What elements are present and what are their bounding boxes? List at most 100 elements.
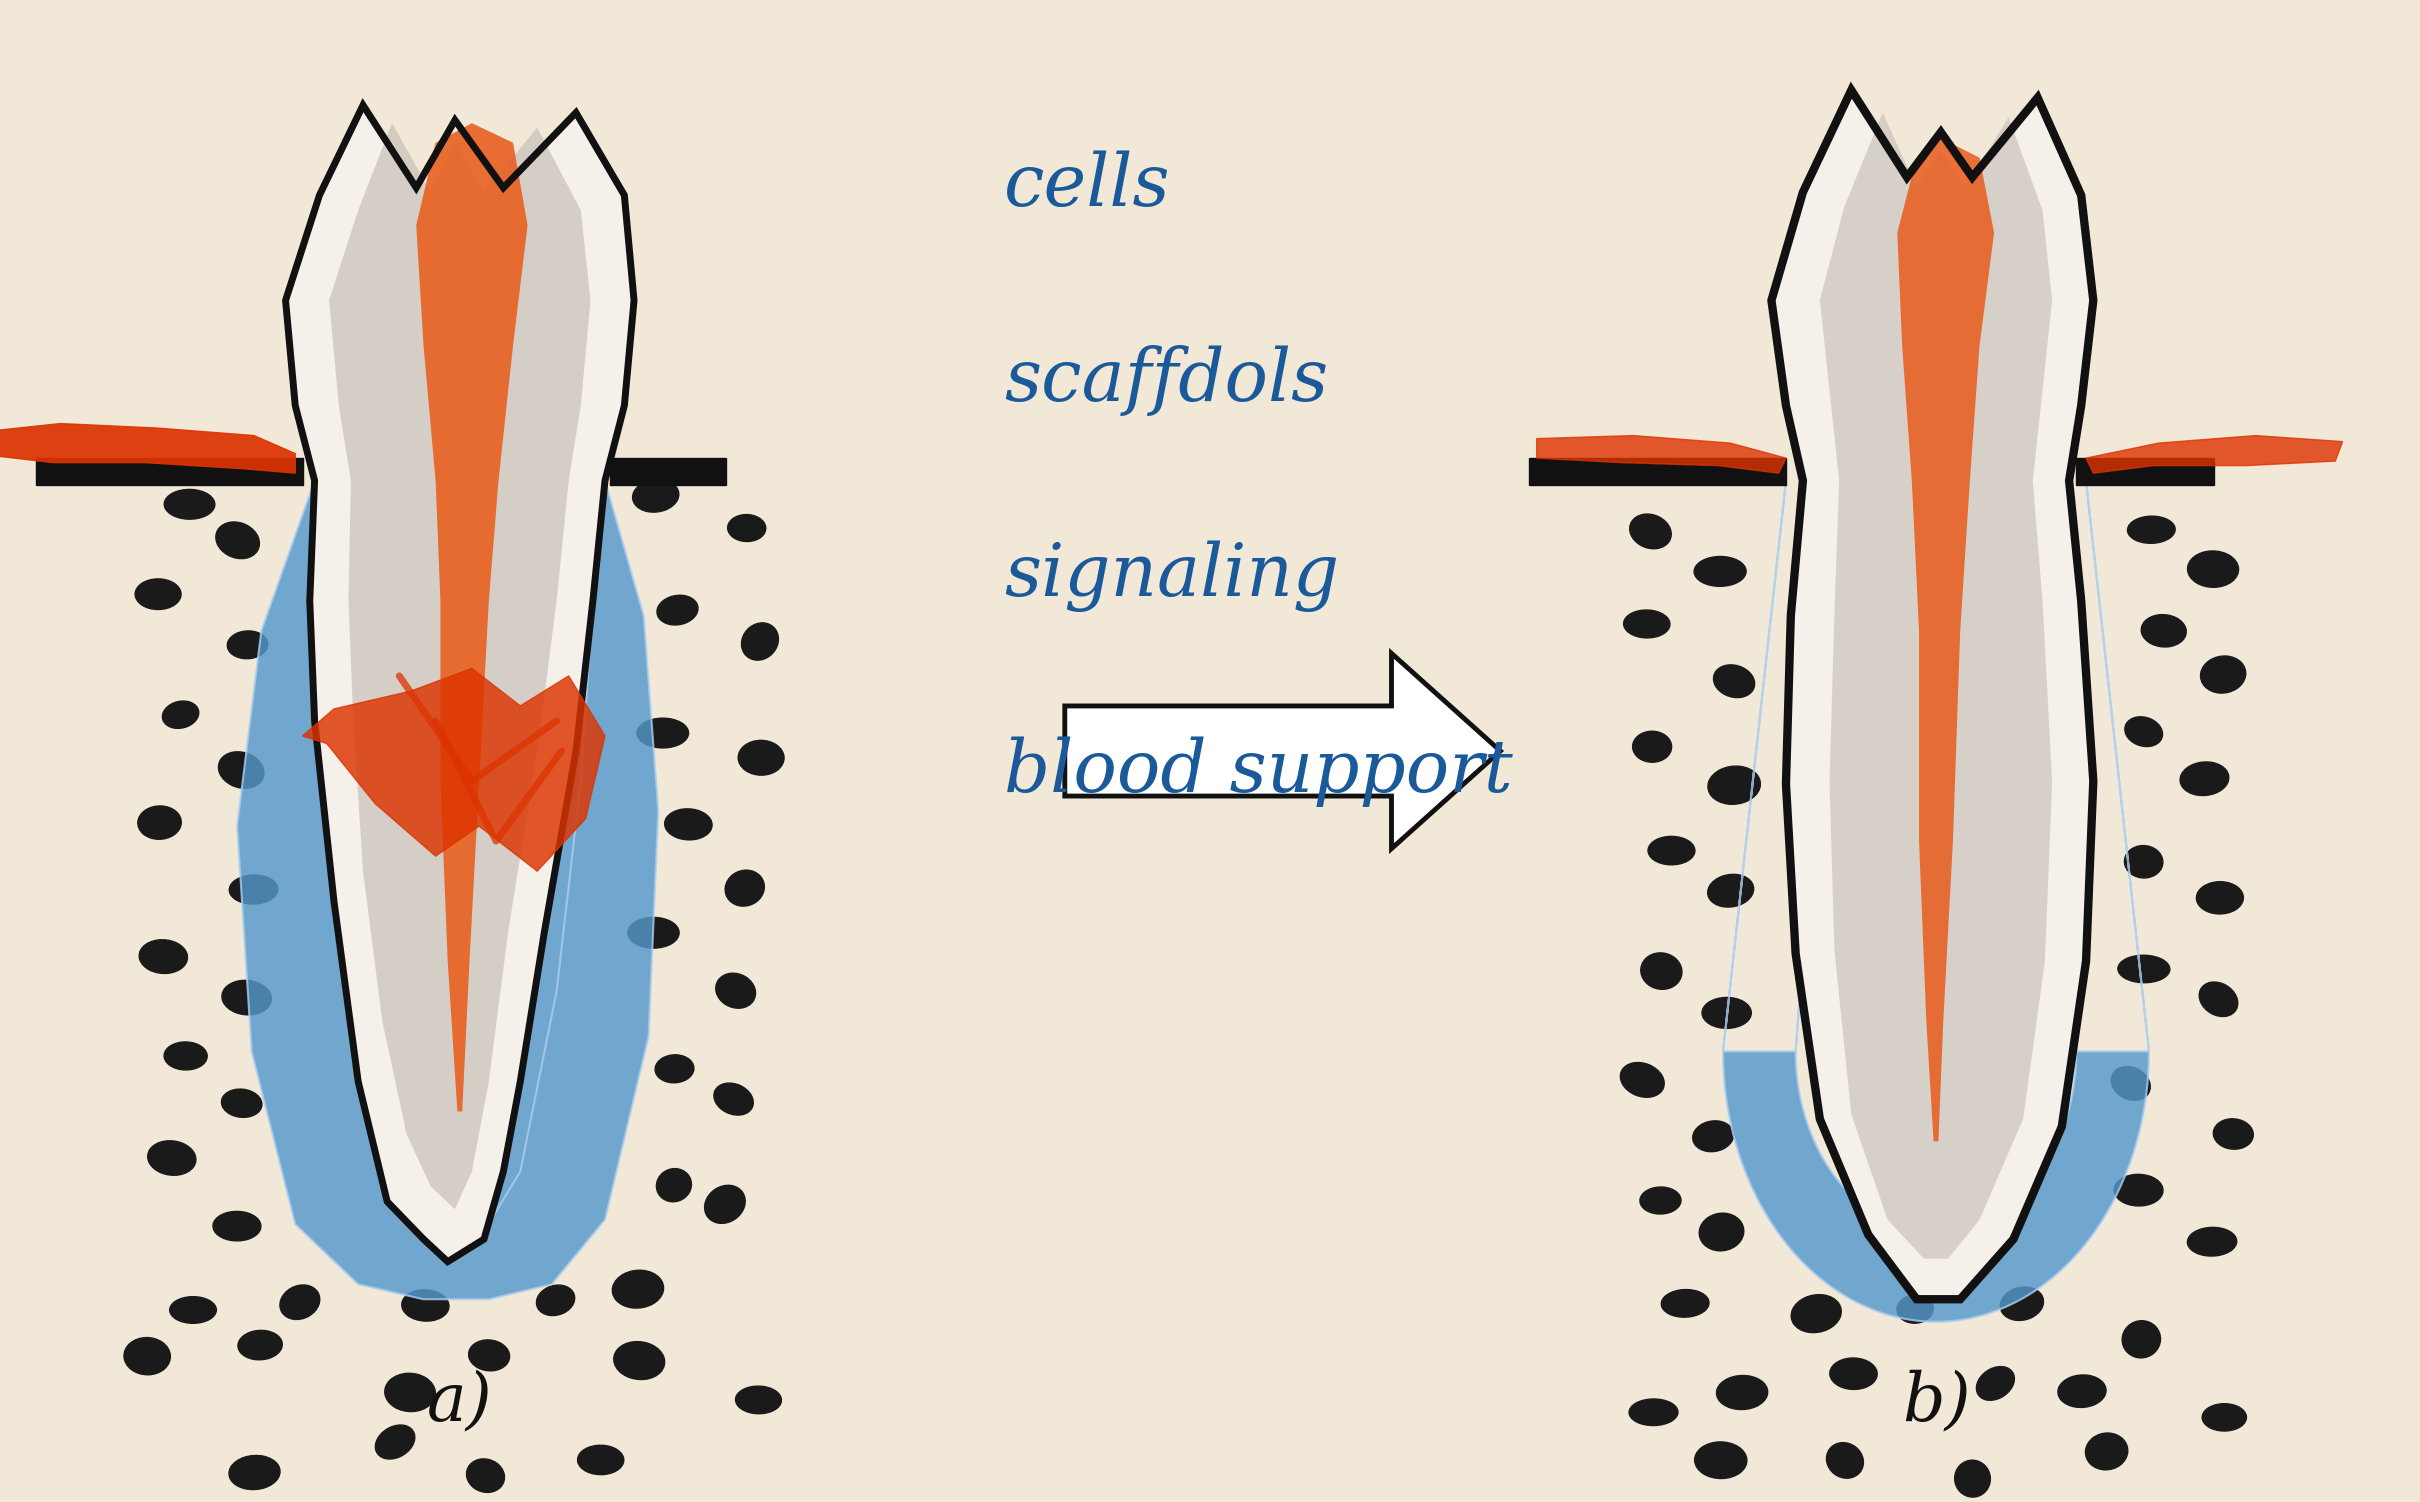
Ellipse shape <box>726 870 765 906</box>
Polygon shape <box>610 458 726 485</box>
Ellipse shape <box>215 523 259 559</box>
Polygon shape <box>1723 481 2149 1322</box>
Ellipse shape <box>738 740 784 775</box>
Ellipse shape <box>2110 1066 2151 1101</box>
Ellipse shape <box>2142 614 2185 647</box>
Polygon shape <box>2076 458 2214 485</box>
Ellipse shape <box>1713 665 1754 697</box>
Ellipse shape <box>612 1271 663 1308</box>
Ellipse shape <box>213 1212 261 1241</box>
Ellipse shape <box>1827 1442 1863 1478</box>
Ellipse shape <box>2200 982 2239 1017</box>
Ellipse shape <box>402 1290 450 1322</box>
Ellipse shape <box>169 1296 215 1323</box>
Ellipse shape <box>230 1455 281 1490</box>
Ellipse shape <box>636 718 690 748</box>
Ellipse shape <box>656 595 697 625</box>
Ellipse shape <box>2214 1119 2253 1149</box>
Ellipse shape <box>1955 1460 1989 1497</box>
Ellipse shape <box>627 918 680 948</box>
Ellipse shape <box>469 1340 511 1371</box>
Ellipse shape <box>162 701 198 728</box>
Ellipse shape <box>1897 1295 1934 1323</box>
Ellipse shape <box>2118 955 2171 982</box>
Polygon shape <box>1897 138 1994 1142</box>
Ellipse shape <box>1701 997 1752 1029</box>
Ellipse shape <box>165 490 215 520</box>
Ellipse shape <box>1648 837 1694 865</box>
Ellipse shape <box>741 623 779 661</box>
Ellipse shape <box>2001 1287 2042 1320</box>
Ellipse shape <box>1692 1120 1733 1152</box>
Polygon shape <box>286 105 634 1262</box>
Ellipse shape <box>237 1331 283 1359</box>
Ellipse shape <box>1641 952 1682 990</box>
Polygon shape <box>237 481 658 1299</box>
Ellipse shape <box>227 631 269 659</box>
Ellipse shape <box>2188 1227 2236 1256</box>
Ellipse shape <box>230 876 278 904</box>
Ellipse shape <box>281 1286 319 1319</box>
Ellipse shape <box>165 1042 208 1069</box>
Polygon shape <box>1537 436 1786 473</box>
Text: b): b) <box>1902 1370 1970 1434</box>
Text: a): a) <box>426 1370 494 1434</box>
Ellipse shape <box>385 1373 436 1412</box>
Ellipse shape <box>704 1185 745 1223</box>
Ellipse shape <box>1709 766 1759 804</box>
Text: signaling: signaling <box>1004 541 1338 613</box>
Ellipse shape <box>2200 656 2246 692</box>
Ellipse shape <box>1624 610 1670 638</box>
Ellipse shape <box>2127 517 2176 544</box>
Ellipse shape <box>537 1286 574 1316</box>
Ellipse shape <box>1694 556 1747 586</box>
Ellipse shape <box>1977 1367 2013 1400</box>
Ellipse shape <box>123 1338 169 1374</box>
Ellipse shape <box>666 810 711 840</box>
Ellipse shape <box>2197 882 2243 913</box>
Ellipse shape <box>218 753 264 789</box>
Ellipse shape <box>467 1458 503 1493</box>
Ellipse shape <box>1709 874 1754 907</box>
Ellipse shape <box>223 1089 261 1117</box>
Ellipse shape <box>632 479 680 512</box>
Polygon shape <box>1529 458 1786 485</box>
Polygon shape <box>0 424 295 473</box>
Ellipse shape <box>138 807 182 840</box>
Polygon shape <box>1065 653 1500 849</box>
Ellipse shape <box>140 940 186 973</box>
Ellipse shape <box>2125 716 2163 746</box>
Ellipse shape <box>2122 1320 2161 1358</box>
Ellipse shape <box>223 981 271 1015</box>
Ellipse shape <box>2202 1404 2246 1431</box>
Ellipse shape <box>1629 1398 1677 1425</box>
Ellipse shape <box>716 973 755 1008</box>
Ellipse shape <box>1629 514 1672 548</box>
Ellipse shape <box>2180 762 2229 796</box>
Ellipse shape <box>1621 1062 1665 1098</box>
Ellipse shape <box>656 1169 692 1202</box>
Polygon shape <box>2086 436 2343 473</box>
Ellipse shape <box>578 1445 624 1475</box>
Ellipse shape <box>1694 1442 1747 1478</box>
Ellipse shape <box>656 1054 695 1083</box>
Ellipse shape <box>1791 1295 1842 1332</box>
Polygon shape <box>329 123 590 1209</box>
Ellipse shape <box>1641 1187 1682 1214</box>
Ellipse shape <box>714 1083 753 1114</box>
Ellipse shape <box>2057 1374 2105 1407</box>
Ellipse shape <box>2115 1175 2163 1206</box>
Ellipse shape <box>136 578 182 610</box>
Ellipse shape <box>1716 1376 1767 1409</box>
Polygon shape <box>302 668 605 871</box>
Ellipse shape <box>375 1425 414 1458</box>
Text: cells: cells <box>1004 150 1171 221</box>
Text: blood support: blood support <box>1004 736 1512 807</box>
Ellipse shape <box>148 1140 196 1175</box>
Polygon shape <box>416 123 528 1111</box>
Ellipse shape <box>728 515 765 542</box>
Ellipse shape <box>615 1341 666 1379</box>
Ellipse shape <box>1634 731 1672 762</box>
Polygon shape <box>1820 113 2052 1259</box>
Ellipse shape <box>736 1386 782 1413</box>
